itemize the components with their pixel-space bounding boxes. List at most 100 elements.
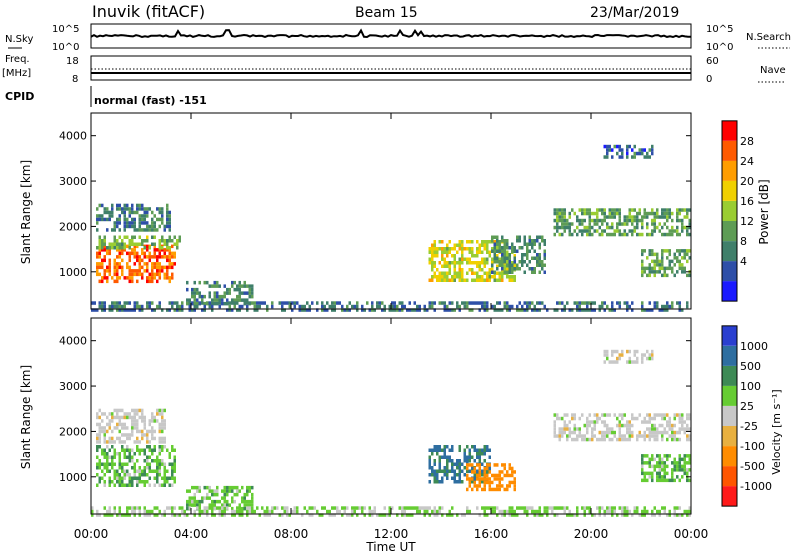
data-cell-velocity-7 bbox=[673, 478, 676, 483]
data-cell-power-9 bbox=[356, 308, 359, 312]
data-cell-power-4 bbox=[463, 247, 466, 251]
data-cell-velocity-4 bbox=[503, 487, 506, 492]
data-cell-power-2 bbox=[123, 203, 126, 208]
data-cell-velocity-3 bbox=[428, 448, 431, 452]
data-cell-velocity-0 bbox=[113, 473, 116, 477]
colorbar-tick-label: 100 bbox=[740, 380, 761, 393]
data-cell-power-9 bbox=[611, 301, 614, 305]
data-cell-velocity-6 bbox=[611, 360, 614, 364]
data-cell-velocity-0 bbox=[103, 455, 106, 459]
data-cell-velocity-0 bbox=[118, 466, 121, 470]
data-cell-power-5 bbox=[526, 249, 529, 253]
data-cell-velocity-8 bbox=[113, 506, 116, 510]
data-cell-power-5 bbox=[508, 260, 511, 264]
data-cell-power-8 bbox=[658, 263, 661, 267]
data-cell-power-9 bbox=[108, 308, 111, 312]
data-cell-power-4 bbox=[446, 243, 449, 247]
data-cell-power-9 bbox=[203, 304, 206, 309]
data-cell-power-6 bbox=[598, 218, 601, 223]
data-cell-power-9 bbox=[583, 308, 586, 312]
data-cell-power-5 bbox=[528, 239, 531, 243]
data-cell-velocity-8 bbox=[216, 506, 219, 510]
data-cell-power-7 bbox=[631, 155, 634, 159]
data-cell-power-1 bbox=[166, 239, 169, 243]
data-cell-velocity-5 bbox=[668, 416, 671, 421]
data-cell-power-2 bbox=[133, 221, 136, 225]
data-cell-power-8 bbox=[661, 263, 664, 267]
data-cell-velocity-3 bbox=[433, 448, 436, 452]
data-cell-velocity-1 bbox=[118, 440, 121, 444]
data-cell-velocity-0 bbox=[161, 459, 164, 463]
data-cell-velocity-8 bbox=[258, 513, 261, 517]
data-cell-power-6 bbox=[618, 218, 621, 223]
data-cell-velocity-5 bbox=[633, 416, 636, 421]
data-cell-power-5 bbox=[526, 246, 529, 250]
data-cell-velocity-3 bbox=[481, 452, 484, 456]
data-cell-power-9 bbox=[601, 301, 604, 305]
data-cell-power-9 bbox=[266, 308, 269, 312]
data-cell-power-1 bbox=[178, 235, 181, 239]
data-cell-power-6 bbox=[611, 222, 614, 226]
data-cell-velocity-4 bbox=[506, 484, 509, 488]
data-cell-velocity-0 bbox=[118, 473, 121, 477]
data-cell-power-2 bbox=[128, 210, 131, 215]
data-cell-power-5 bbox=[531, 270, 534, 274]
data-cell-velocity-2 bbox=[206, 485, 209, 490]
data-cell-power-3 bbox=[208, 284, 211, 288]
data-cell-power-1 bbox=[161, 246, 164, 250]
data-cell-power-9 bbox=[631, 301, 634, 305]
data-cell-power-4 bbox=[431, 250, 434, 254]
colorbar-swatch bbox=[722, 261, 737, 282]
colorbar-swatch bbox=[722, 281, 737, 302]
data-cell-power-6 bbox=[631, 215, 634, 219]
data-cell-power-9 bbox=[291, 308, 294, 312]
data-cell-velocity-8 bbox=[341, 506, 344, 510]
data-cell-power-9 bbox=[356, 304, 359, 309]
x-tick-label: 04:00 bbox=[174, 527, 209, 541]
data-cell-power-0 bbox=[113, 258, 116, 263]
data-cell-velocity-8 bbox=[173, 513, 176, 517]
data-cell-power-6 bbox=[588, 232, 591, 237]
data-cell-velocity-5 bbox=[611, 430, 614, 435]
data-cell-power-5 bbox=[501, 235, 504, 239]
data-cell-power-7 bbox=[626, 148, 629, 152]
data-cell-velocity-5 bbox=[646, 420, 649, 424]
data-cell-velocity-5 bbox=[621, 416, 624, 421]
data-cell-power-5 bbox=[503, 260, 506, 264]
data-cell-power-4 bbox=[438, 271, 441, 275]
data-cell-velocity-0 bbox=[171, 466, 174, 470]
data-cell-power-0 bbox=[158, 262, 161, 266]
data-cell-velocity-5 bbox=[613, 434, 616, 438]
data-cell-velocity-4 bbox=[491, 473, 494, 478]
cpid-label: CPID bbox=[5, 90, 34, 103]
data-cell-power-0 bbox=[106, 276, 109, 280]
data-cell-velocity-7 bbox=[663, 464, 666, 469]
data-cell-velocity-8 bbox=[566, 513, 569, 517]
data-cell-velocity-1 bbox=[98, 429, 101, 434]
data-cell-velocity-1 bbox=[161, 429, 164, 434]
data-cell-power-2 bbox=[123, 217, 126, 222]
data-cell-power-4 bbox=[486, 271, 489, 275]
data-cell-power-6 bbox=[633, 225, 636, 230]
data-cell-power-6 bbox=[621, 222, 624, 226]
data-cell-velocity-2 bbox=[226, 485, 229, 490]
data-cell-velocity-0 bbox=[156, 476, 159, 480]
data-cell-velocity-8 bbox=[351, 506, 354, 510]
data-cell-power-4 bbox=[483, 257, 486, 261]
frequency-panel: Freq. [MHz] 18 8 60 0 Nave bbox=[2, 54, 786, 85]
data-cell-power-9 bbox=[293, 304, 296, 309]
data-cell-velocity-8 bbox=[288, 513, 291, 517]
data-cell-velocity-7 bbox=[678, 464, 681, 469]
data-cell-power-6 bbox=[683, 225, 686, 230]
data-cell-power-8 bbox=[641, 249, 644, 253]
data-cell-velocity-5 bbox=[661, 430, 664, 435]
data-cell-velocity-0 bbox=[133, 469, 136, 473]
data-cell-power-2 bbox=[136, 203, 139, 208]
data-cell-velocity-0 bbox=[143, 473, 146, 477]
data-cell-power-8 bbox=[671, 270, 674, 274]
data-cell-velocity-2 bbox=[236, 492, 239, 497]
data-cell-power-6 bbox=[553, 211, 556, 216]
data-cell-velocity-5 bbox=[566, 437, 569, 442]
data-cell-power-6 bbox=[683, 215, 686, 219]
data-cell-velocity-1 bbox=[106, 415, 109, 420]
